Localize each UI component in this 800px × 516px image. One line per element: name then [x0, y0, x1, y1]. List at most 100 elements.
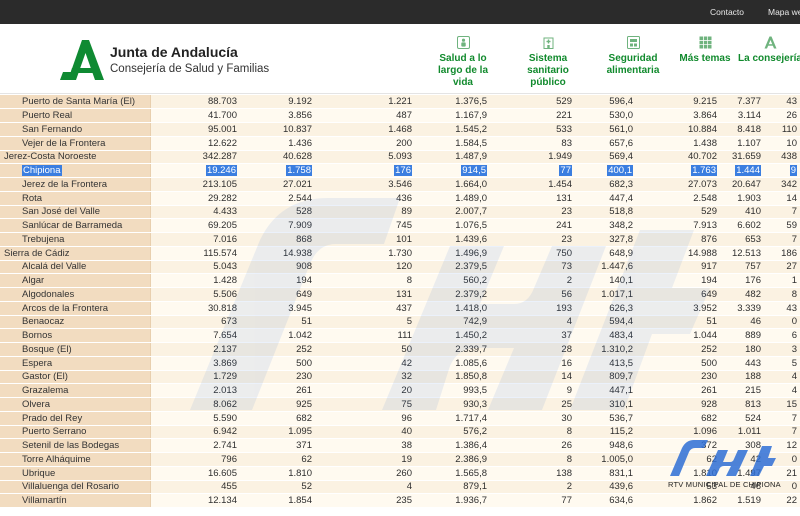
table-cell: 8.062 — [150, 397, 240, 412]
table-cell: 56 — [490, 287, 575, 302]
table-cell: 59 — [764, 218, 800, 233]
junta-andalucia-logo-icon[interactable] — [58, 38, 106, 82]
table-row[interactable]: Algar 1.428 194 8 560,2 2 140,1 194 176 1 — [0, 273, 800, 288]
table-row[interactable]: Olvera 8.062 925 75 930,3 25 310,1 928 813 15 — [0, 397, 800, 412]
cell-value: 928 — [701, 398, 717, 410]
table-cell: 46 — [720, 480, 764, 495]
table-cell: 1.810 — [636, 466, 720, 481]
table-cell: 1.436 — [240, 136, 315, 151]
cell-value: 524 — [745, 412, 761, 424]
table-row[interactable]: Gastor (El) 1.729 230 32 1.850,8 14 809,7 230 18… — [0, 370, 800, 385]
cell-value: 40 — [401, 426, 412, 438]
cell-value: 1.436 — [288, 137, 312, 149]
nav-salud[interactable]: Salud a lo largo de la vida — [427, 36, 499, 89]
cell-value: 1.487,9 — [455, 151, 487, 163]
table-row[interactable]: Villamartín 12.134 1.854 235 1.936,7 77 634,6 1… — [0, 493, 800, 508]
table-cell: 42 — [315, 356, 415, 371]
nav-sistema-sanitario[interactable]: Sistema sanitario público — [518, 36, 578, 89]
nav-la-consejeria[interactable]: La consejería — [737, 36, 800, 65]
table-row[interactable]: Bornos 7.654 1.042 111 1.450,2 37 483,4 1.044 88… — [0, 328, 800, 343]
table-cell: 889 — [720, 328, 764, 343]
cell-value: 1.584,5 — [455, 137, 487, 149]
cell-value: 742,9 — [463, 316, 487, 328]
contacto-link[interactable]: Contacto — [710, 7, 745, 17]
table-row[interactable]: Benaocaz 673 51 5 742,9 4 594,4 51 46 0 — [0, 315, 800, 330]
row-name-cell: Olvera — [0, 397, 151, 412]
table-cell: 4.433 — [150, 205, 240, 220]
table-row[interactable]: Puerto de Santa María (El) 88.703 9.192 1.2… — [0, 95, 800, 110]
table-cell: 120 — [315, 260, 415, 275]
food-safety-icon — [626, 36, 640, 49]
table-row[interactable]: Jerez de la Frontera 213.105 27.021 3.546 1.… — [0, 177, 800, 192]
table-row[interactable]: Rota 29.282 2.544 436 1.489,0 131 447,4 2.548 1.… — [0, 191, 800, 206]
table-row[interactable]: Prado del Rey 5.590 682 96 1.717,4 30 536,7 682… — [0, 411, 800, 426]
mapa-web-link[interactable]: Mapa web — [768, 7, 800, 17]
cell-value: 530,0 — [609, 110, 633, 122]
table-cell: 138 — [490, 466, 575, 481]
nav-seguridad-alimentaria[interactable]: Seguridad alimentaria — [600, 36, 666, 77]
cell-value: 14.988 — [687, 247, 717, 259]
cell-value: 1.903 — [737, 192, 761, 204]
data-table-container[interactable]: Puerto de Santa María (El) 88.703 9.192 1.2… — [0, 95, 800, 516]
table-group-row[interactable]: Jerez-Costa Noroeste 342.287 40.628 5.093 1.… — [0, 150, 800, 165]
row-name-cell: Puerto de Santa María (El) — [0, 95, 151, 110]
cell-value: 40.702 — [687, 151, 717, 163]
table-cell: 235 — [315, 493, 415, 508]
table-cell: 14 — [764, 191, 800, 206]
table-row[interactable]: Villaluenga del Rosario 455 52 4 879,1 2 439,6… — [0, 480, 800, 495]
table-row[interactable]: Bosque (El) 2.137 252 50 2.339,7 28 1.310,2 252… — [0, 342, 800, 357]
table-row[interactable]: Algodonales 5.506 649 131 2.379,2 56 1.017,1 64… — [0, 287, 800, 302]
table-cell: 101 — [315, 232, 415, 247]
table-cell: 5 — [764, 356, 800, 371]
table-cell: 1.418,0 — [415, 301, 490, 316]
table-row[interactable]: Sanlúcar de Barrameda 69.205 7.909 745 1.076… — [0, 218, 800, 233]
table-row[interactable]: Vejer de la Frontera 12.622 1.436 200 1.584,… — [0, 136, 800, 151]
table-cell: 29.282 — [150, 191, 240, 206]
table-cell: 757 — [720, 260, 764, 275]
table-row[interactable]: Espera 3.869 500 42 1.085,6 16 413,5 500 443 5 — [0, 356, 800, 371]
table-cell: 30 — [490, 411, 575, 426]
table-cell: 230 — [240, 370, 315, 385]
cell-value: 215 — [745, 385, 761, 397]
row-name: Sanlúcar de Barrameda — [22, 220, 123, 232]
table-cell: 53 — [636, 480, 720, 495]
cell-value: 16 — [561, 357, 572, 369]
table-cell: 0 — [764, 452, 800, 467]
table-row[interactable]: Torre Alháquime 796 62 19 2.386,9 8 1.005,0 62 4… — [0, 452, 800, 467]
cell-value: 10.884 — [687, 123, 717, 135]
table-cell: 925 — [240, 397, 315, 412]
table-row[interactable]: Trebujena 7.016 868 101 1.439,6 23 327,8 876 653… — [0, 232, 800, 247]
table-row[interactable]: Ubrique 16.605 1.810 260 1.565,8 138 831,1 1.81… — [0, 466, 800, 481]
table-row[interactable]: Arcos de la Frontera 30.818 3.945 437 1.418,… — [0, 301, 800, 316]
table-row[interactable]: Alcalá del Valle 5.043 908 120 2.379,5 73 1.44… — [0, 260, 800, 275]
table-cell: 1.107 — [720, 136, 764, 151]
table-row[interactable]: Setenil de las Bodegas 2.741 371 38 1.386,4 2… — [0, 438, 800, 453]
nav-mas-temas[interactable]: Más temas — [678, 36, 732, 65]
table-cell: 43 — [764, 95, 800, 110]
table-row[interactable]: San José del Valle 4.433 528 89 2.007,7 23 518… — [0, 205, 800, 220]
cell-value: 111 — [397, 330, 412, 342]
cell-value: 1 — [791, 275, 797, 287]
table-cell: 1.810 — [240, 466, 315, 481]
cell-value: 2.013 — [213, 385, 237, 397]
cell-value: 443 — [745, 357, 761, 369]
table-row[interactable]: Puerto Real 41.700 3.856 487 1.167,9 221 530,0… — [0, 108, 800, 123]
table-cell: 439,6 — [575, 480, 636, 495]
cell-value: 1.107 — [737, 137, 761, 149]
table-cell: 9.192 — [240, 95, 315, 110]
cell-value: 948,6 — [609, 440, 633, 452]
cell-value: 5.043 — [213, 261, 237, 273]
brand-name[interactable]: Junta de Andalucía — [110, 44, 238, 60]
table-row[interactable]: Grazalema 2.013 261 20 993,5 9 447,1 261 215 4 — [0, 383, 800, 398]
table-row[interactable]: San Fernando 95.001 10.837 1.468 1.545,2 533 5… — [0, 122, 800, 137]
table-cell: 40.702 — [636, 150, 720, 165]
cell-value: 73 — [561, 261, 572, 273]
row-name-cell: Trebujena — [0, 232, 151, 247]
cell-value: 138 — [556, 467, 572, 479]
table-row[interactable]: Puerto Serrano 6.942 1.095 40 576,2 8 115,2 1.0… — [0, 425, 800, 440]
table-group-row[interactable]: Sierra de Cádiz 115.574 14.938 1.730 1.496,9… — [0, 246, 800, 261]
table-cell: 1.850,8 — [415, 370, 490, 385]
cell-value: 1.730 — [388, 247, 412, 259]
cell-value: 1.076,5 — [455, 220, 487, 232]
table-row[interactable]: Chipiona 19.246 1.758 176 914,5 77 400,1 1.763 1… — [0, 163, 800, 178]
